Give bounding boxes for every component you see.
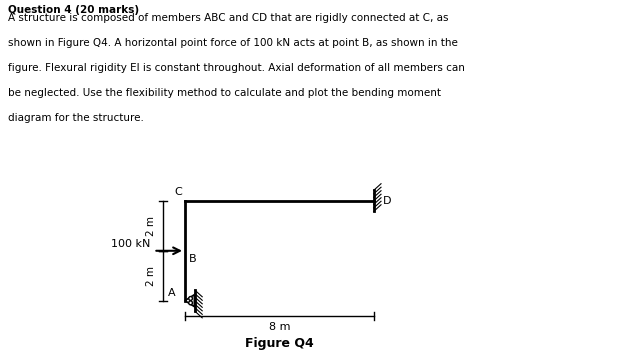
Circle shape — [189, 301, 192, 305]
Text: A: A — [168, 288, 176, 298]
Text: 100 kN: 100 kN — [111, 239, 151, 249]
Text: 2 m: 2 m — [145, 266, 155, 286]
Text: Figure Q4: Figure Q4 — [245, 337, 313, 350]
Text: 2 m: 2 m — [145, 216, 155, 236]
Circle shape — [189, 297, 192, 300]
Text: shown in Figure Q4. A horizontal point force of 100 kN acts at point B, as shown: shown in Figure Q4. A horizontal point f… — [8, 38, 458, 48]
Text: 8 m: 8 m — [269, 322, 290, 332]
Text: D: D — [383, 196, 392, 206]
Text: A structure is composed of members ABC and CD that are rigidly connected at C, a: A structure is composed of members ABC a… — [8, 13, 448, 23]
Text: C: C — [174, 187, 182, 197]
Text: be neglected. Use the flexibility method to calculate and plot the bending momen: be neglected. Use the flexibility method… — [8, 88, 441, 98]
Text: Question 4 (20 marks): Question 4 (20 marks) — [8, 5, 139, 15]
Text: B: B — [188, 253, 196, 264]
Text: diagram for the structure.: diagram for the structure. — [8, 113, 143, 123]
Text: figure. Flexural rigidity EI is constant throughout. Axial deformation of all me: figure. Flexural rigidity EI is constant… — [8, 63, 465, 73]
